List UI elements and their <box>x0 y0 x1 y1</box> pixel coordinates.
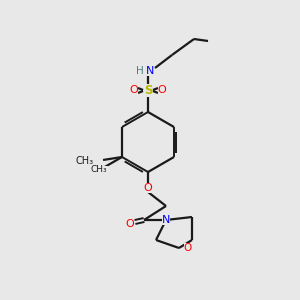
Text: S: S <box>144 83 152 97</box>
Text: N: N <box>146 66 154 76</box>
Text: H: H <box>136 66 144 76</box>
Text: O: O <box>144 183 152 193</box>
Text: O: O <box>158 85 166 95</box>
Text: O: O <box>130 85 138 95</box>
Text: N: N <box>162 215 170 225</box>
Text: CH₃: CH₃ <box>91 166 107 175</box>
Text: O: O <box>184 243 192 253</box>
Text: CH₃: CH₃ <box>76 156 94 166</box>
Text: O: O <box>126 219 134 229</box>
